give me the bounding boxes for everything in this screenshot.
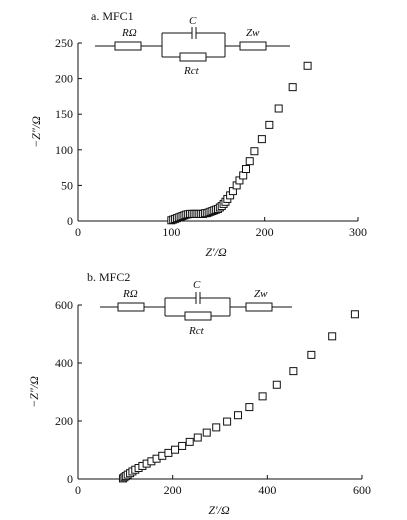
panel-b-data-point bbox=[223, 417, 232, 426]
panel-a-data-point bbox=[265, 120, 274, 129]
label-c-a: C bbox=[189, 15, 197, 27]
resistor-r-ct-b bbox=[184, 311, 212, 321]
label-r-ct-a: Rct bbox=[183, 65, 200, 77]
panel-b-data-point bbox=[307, 350, 316, 359]
panel-a-y-axis-label: −Z″/Ω bbox=[29, 116, 43, 148]
panel-a-x-tick-label: 0 bbox=[75, 225, 81, 239]
label-r-omega-b: RΩ bbox=[122, 288, 138, 300]
panel-b-x-tick-label: 200 bbox=[164, 483, 182, 497]
panel-a-y-tick-label: 0 bbox=[67, 214, 73, 228]
panel-b-data-point bbox=[272, 380, 281, 389]
panel-a-y-tick-label: 250 bbox=[55, 36, 73, 50]
warburg-element-b bbox=[245, 302, 273, 312]
panel-a-y-tick-label: 50 bbox=[61, 178, 73, 192]
panel-b-data-point bbox=[193, 433, 202, 442]
panel-b-x-tick-label: 0 bbox=[75, 483, 81, 497]
panel-b-data-point bbox=[233, 411, 242, 420]
panel-b-y-tick-label: 400 bbox=[55, 356, 73, 370]
label-r-ct-b: Rct bbox=[188, 325, 205, 337]
panel-a-x-tick-label: 200 bbox=[256, 225, 274, 239]
panel-a-data-point bbox=[245, 157, 254, 166]
panel-a: a. MFC1 RΩ C Rct Zw 0 100 200 300 0 50 100 150 2… bbox=[29, 9, 367, 259]
panel-b-x-tick-label: 600 bbox=[353, 483, 371, 497]
label-z-w-b: Zw bbox=[254, 288, 268, 300]
panel-a-x-axis-label: Z′/Ω bbox=[205, 245, 227, 259]
panel-a-data-point bbox=[274, 104, 283, 113]
panel-a-x-tick-label: 100 bbox=[162, 225, 180, 239]
panel-b-data-point bbox=[289, 367, 298, 376]
panel-b-data-point bbox=[171, 445, 180, 454]
panel-b-x-axis-label: Z′/Ω bbox=[208, 503, 230, 517]
panel-a-y-tick-label: 150 bbox=[55, 107, 73, 121]
panel-a-data-point bbox=[250, 147, 259, 156]
panel-b-data-point bbox=[178, 441, 187, 450]
resistor-r-ct-a bbox=[179, 52, 207, 62]
warburg-element-a bbox=[239, 41, 267, 51]
panel-a-data-point bbox=[242, 165, 250, 174]
panel-b-y-axis-label: −Z″/Ω bbox=[27, 376, 41, 408]
resistor-r-omega-b bbox=[117, 302, 145, 312]
panel-b-data-point bbox=[185, 437, 194, 446]
panel-b-y-tick-label: 0 bbox=[67, 472, 73, 486]
panel-b-label: b. MFC2 bbox=[87, 270, 130, 284]
panel-b-x-tick-label: 400 bbox=[258, 483, 276, 497]
panel-a-plot: 0 100 200 300 0 50 100 150 200 250 bbox=[55, 36, 367, 239]
label-z-w-a: Zw bbox=[246, 27, 260, 39]
panel-b-y-tick-label: 600 bbox=[55, 298, 73, 312]
panel-b-data-point bbox=[350, 310, 359, 319]
panel-b-y-tick-label: 200 bbox=[55, 414, 73, 428]
panel-b-data-point bbox=[245, 403, 254, 412]
panel-a-y-tick-label: 100 bbox=[55, 143, 73, 157]
label-r-omega-a: RΩ bbox=[121, 27, 137, 39]
panel-b-data-point bbox=[328, 332, 337, 341]
panel-b-circuit: RΩ C Rct Zw bbox=[100, 279, 292, 337]
panel-b-data-point bbox=[164, 448, 173, 457]
panel-a-circuit: RΩ C Rct Zw bbox=[95, 15, 290, 77]
panel-b-data-point bbox=[202, 428, 211, 437]
panel-b-data-point bbox=[258, 392, 267, 401]
resistor-r-omega-a bbox=[114, 41, 142, 51]
panel-a-data-point bbox=[303, 61, 312, 70]
panel-a-data-point bbox=[257, 135, 266, 144]
panel-b-plot: 0 200 400 600 0 200 400 600 bbox=[55, 298, 371, 497]
panel-a-y-tick-label: 200 bbox=[55, 72, 73, 86]
label-c-b: C bbox=[193, 279, 201, 291]
panel-a-data-point bbox=[288, 83, 297, 92]
panel-b-data-point bbox=[212, 423, 221, 432]
panel-b: b. MFC2 RΩ C Rct Zw 0 200 400 600 0 200 400 600… bbox=[27, 270, 371, 517]
panel-a-x-tick-label: 300 bbox=[349, 225, 367, 239]
panel-a-label: a. MFC1 bbox=[91, 9, 134, 23]
